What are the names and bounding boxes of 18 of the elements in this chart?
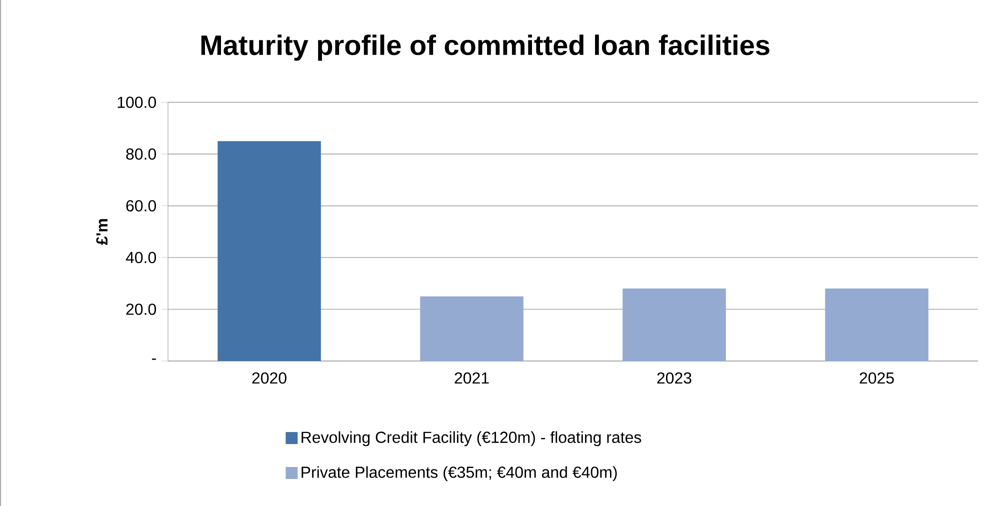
bar xyxy=(218,141,321,361)
legend-label: Private Placements (€35m; €40m and €40m) xyxy=(302,466,617,482)
x-tick-label: 2021 xyxy=(454,372,489,384)
bar xyxy=(420,296,524,361)
x-tick-label: 2025 xyxy=(860,372,894,384)
chart-title: Maturity profile of committed loan facilities xyxy=(201,34,770,61)
bar xyxy=(622,288,726,361)
x-tick-label: 2023 xyxy=(657,372,692,384)
bar xyxy=(825,288,928,361)
legend-label: Revolving Credit Facility (€120m) - floating rates xyxy=(302,431,642,446)
y-tick-label: - xyxy=(152,358,156,360)
y-axis-title: £'m xyxy=(96,219,108,245)
x-tick-label: 2020 xyxy=(252,372,286,384)
y-tick-label: 100.0 xyxy=(118,96,156,108)
y-tick-label: 60.0 xyxy=(126,200,156,212)
y-tick-label: 40.0 xyxy=(126,252,156,264)
y-tick-label: 20.0 xyxy=(126,304,156,315)
y-tick-label: 80.0 xyxy=(126,148,156,160)
